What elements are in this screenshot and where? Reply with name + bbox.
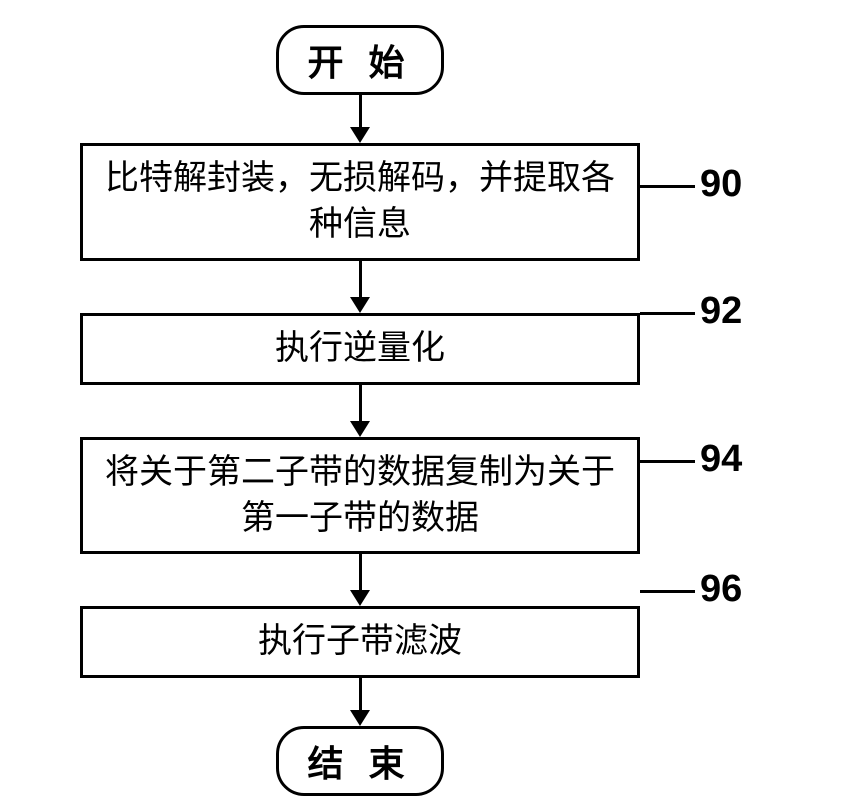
process-step-4: 执行子带滤波 bbox=[80, 606, 640, 678]
start-terminal: 开 始 bbox=[276, 25, 443, 95]
process-step-3: 将关于第二子带的数据复制为关于第一子带的数据 bbox=[80, 437, 640, 555]
step-label-2: 92 bbox=[700, 290, 742, 333]
arrow-1 bbox=[80, 95, 640, 143]
end-terminal: 结 束 bbox=[276, 726, 443, 796]
process-step-1: 比特解封装，无损解码，并提取各种信息 bbox=[80, 143, 640, 261]
connector-4 bbox=[640, 590, 695, 593]
connector-3 bbox=[640, 460, 695, 463]
arrow-5 bbox=[80, 678, 640, 726]
connector-2 bbox=[640, 312, 695, 315]
start-terminal-container: 开 始 bbox=[80, 25, 640, 95]
connector-1 bbox=[640, 185, 695, 188]
step-label-4: 96 bbox=[700, 568, 742, 611]
flowchart-container: 开 始 比特解封装，无损解码，并提取各种信息 执行逆量化 将关于第二子带的数据复… bbox=[80, 25, 640, 796]
step-label-1: 90 bbox=[700, 163, 742, 206]
step-label-3: 94 bbox=[700, 438, 742, 481]
arrow-3 bbox=[80, 385, 640, 437]
process-step-2: 执行逆量化 bbox=[80, 313, 640, 385]
arrow-4 bbox=[80, 554, 640, 606]
end-terminal-container: 结 束 bbox=[80, 726, 640, 796]
arrow-2 bbox=[80, 261, 640, 313]
